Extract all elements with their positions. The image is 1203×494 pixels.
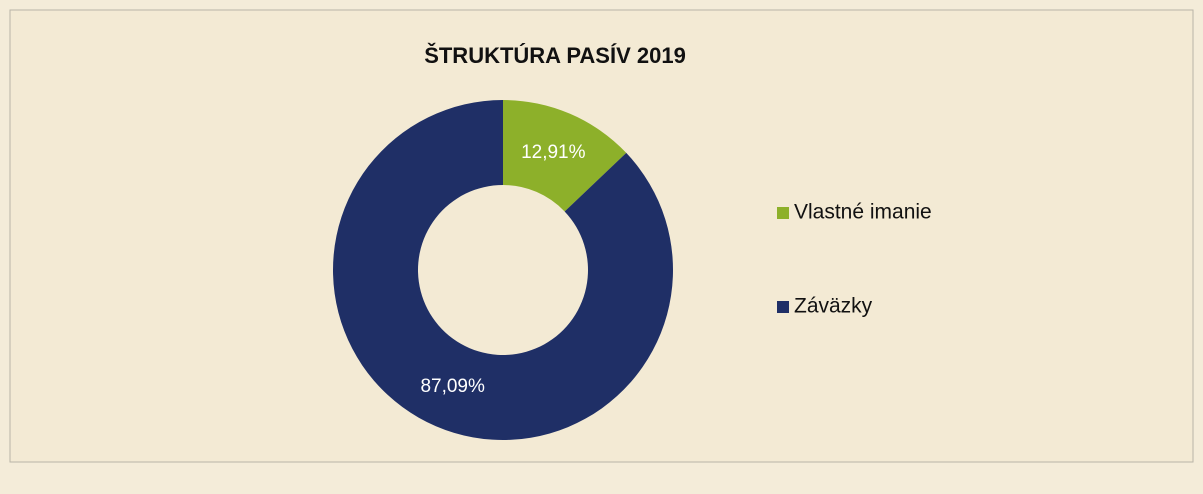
donut-segment bbox=[333, 100, 673, 441]
legend-swatch bbox=[777, 301, 789, 313]
legend-swatch bbox=[777, 207, 789, 219]
donut-segment bbox=[503, 100, 627, 212]
legend-label: Vlastné imanie bbox=[794, 201, 932, 224]
legend-label: Záväzky bbox=[794, 295, 873, 318]
data-label: 12,91% bbox=[521, 142, 586, 163]
chart-title: ŠTRUKTÚRA PASÍV 2019 bbox=[424, 43, 686, 68]
data-label: 87,09% bbox=[420, 376, 485, 397]
